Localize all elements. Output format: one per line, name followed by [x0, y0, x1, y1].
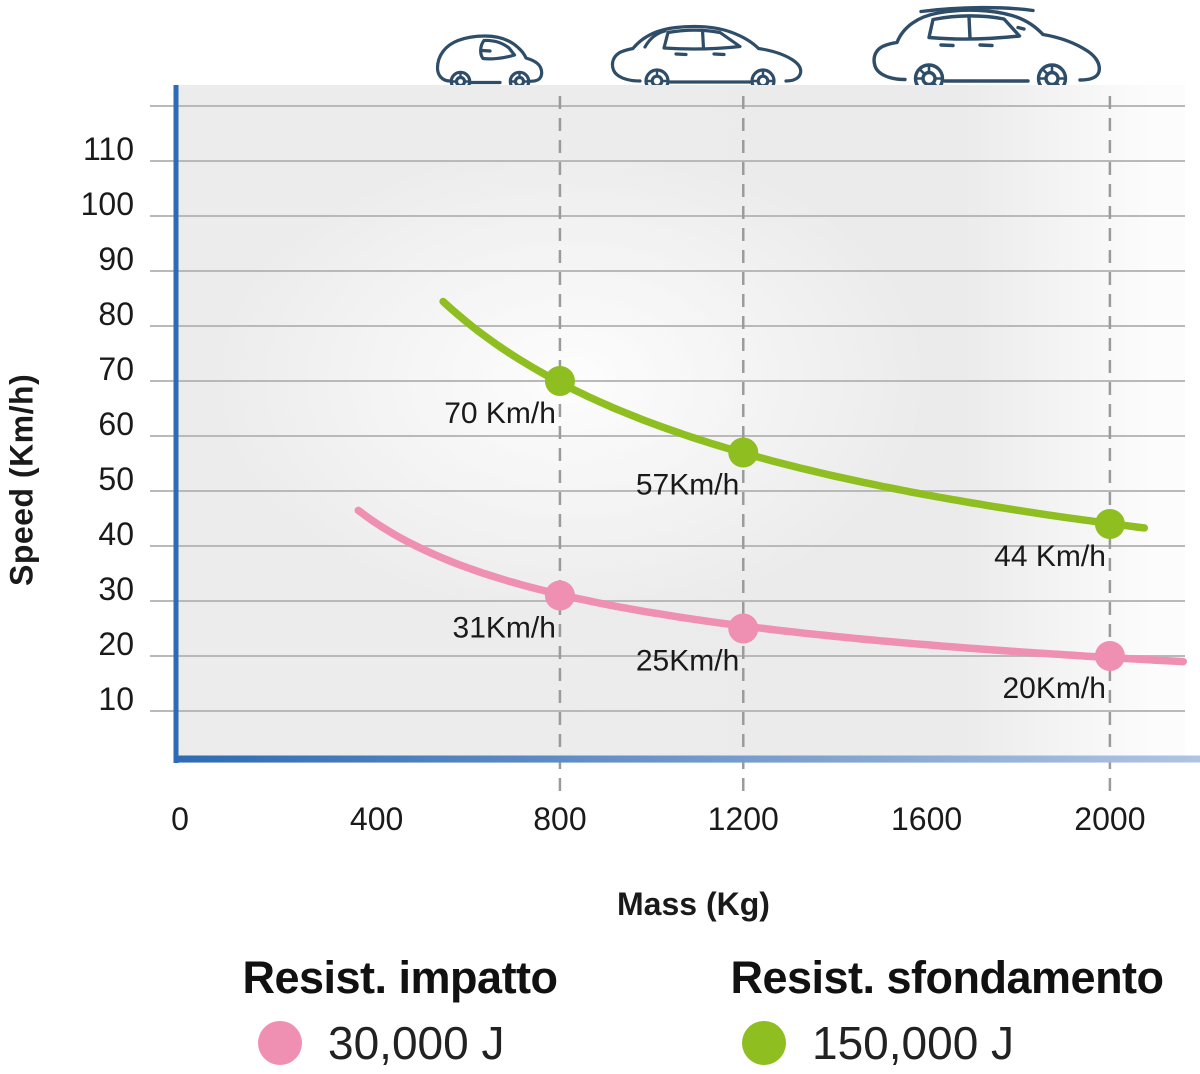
legend-row: 150,000 J — [742, 1016, 1182, 1070]
data-point-label: 70 Km/h — [444, 397, 556, 430]
y-tick-label: 50 — [98, 461, 134, 497]
y-tick-label: 20 — [98, 626, 134, 662]
y-tick-label: 30 — [98, 571, 134, 607]
x-tick-label: 1600 — [891, 801, 962, 837]
data-point-label: 44 Km/h — [994, 540, 1106, 573]
y-axis-line — [173, 85, 179, 763]
pink-dot-icon — [258, 1021, 302, 1065]
data-point-label: 31Km/h — [453, 612, 556, 645]
x-tick-label: 2000 — [1074, 801, 1145, 837]
data-point-label: 25Km/h — [636, 645, 739, 678]
x-tick-label: 0 — [171, 801, 189, 837]
green-dot-icon — [742, 1021, 786, 1065]
x-axis-title: Mass (Kg) — [617, 886, 770, 922]
y-tick-label: 40 — [98, 516, 134, 552]
series-curve — [354, 506, 1187, 666]
x-tick-label: 1200 — [708, 801, 779, 837]
x-tick-label: 800 — [533, 801, 586, 837]
legend-title: Resist. sfondamento — [730, 952, 1164, 1003]
data-point — [1094, 641, 1125, 671]
data-point-label: 57Km/h — [636, 469, 739, 502]
y-tick-label: 10 — [98, 681, 134, 717]
y-tick-label: 90 — [98, 241, 134, 277]
data-point-label: 20Km/h — [1003, 672, 1106, 705]
legend-value: 150,000 J — [812, 1017, 1015, 1069]
legend-item-impatto: Resist. impatto 30,000 J — [230, 952, 570, 1070]
legend-row: 30,000 J — [258, 1016, 570, 1070]
legend-title: Resist. impatto — [242, 952, 558, 1003]
x-tick-label: 400 — [350, 801, 403, 837]
data-point — [544, 366, 575, 396]
y-tick-label: 70 — [98, 351, 134, 387]
speed-vs-mass-chart: 10 20 30 40 50 60 70 80 90 100 110 0 400 800 1200 1600 2… — [81, 85, 1200, 837]
y-tick-label: 80 — [98, 296, 134, 332]
x-axis-line — [173, 755, 1200, 763]
data-point — [1094, 509, 1125, 539]
y-tick-label: 110 — [83, 131, 134, 167]
y-tick-label: 60 — [98, 406, 134, 442]
y-axis-title: Speed (Km/h) — [3, 373, 40, 587]
legend-item-sfondamento: Resist. sfondamento 150,000 J — [712, 952, 1182, 1070]
data-point — [728, 437, 759, 468]
legend-value: 30,000 J — [328, 1017, 505, 1069]
y-tick-label: 100 — [81, 186, 134, 222]
data-point — [544, 580, 575, 611]
data-point — [728, 613, 759, 644]
